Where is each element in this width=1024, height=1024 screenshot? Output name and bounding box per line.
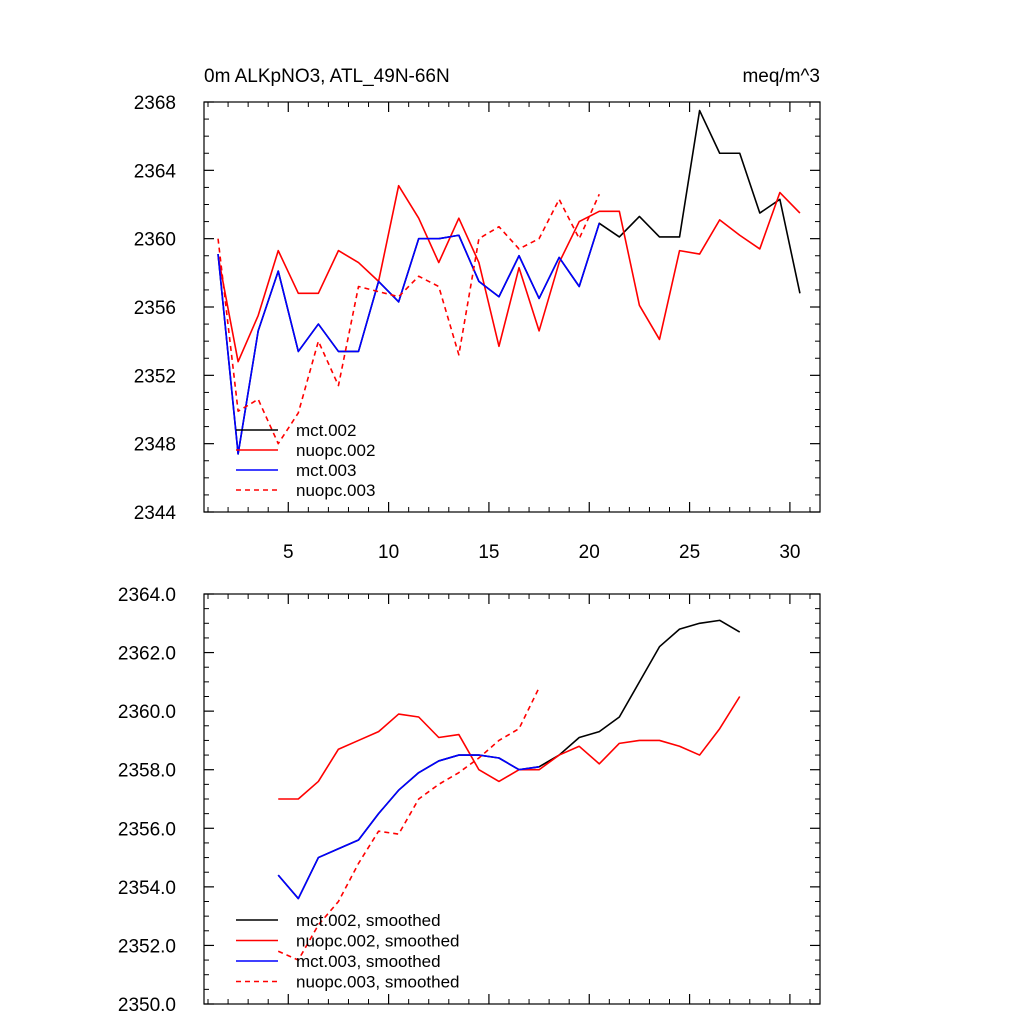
top-y-tick-label: 2364 <box>134 161 177 182</box>
bottom-chart-marks <box>277 619 741 961</box>
bottom-y-tick-label: 2356.0 <box>118 819 176 840</box>
bottom-series-line-3 <box>277 754 540 900</box>
top-x-tick-label: 15 <box>478 542 499 563</box>
top-chart-marks <box>217 109 801 455</box>
top-x-tick-label: 10 <box>378 542 399 563</box>
top-series-line-3 <box>217 223 601 455</box>
top-x-tick-label: 25 <box>679 542 700 563</box>
top-y-tick-label: 2360 <box>134 230 176 251</box>
bottom-legend-label-3: mct.003, smoothed <box>296 952 441 971</box>
top-chart-panel: 0m ALKpNO3, ATL_49N-66N meq/m^3 2344 2348… <box>134 66 821 563</box>
top-series-line-4 <box>217 193 601 445</box>
bottom-y-tick-label: 2360.0 <box>118 702 176 723</box>
top-legend-label-3: mct.003 <box>296 461 356 480</box>
top-y-tick-label: 2344 <box>134 503 177 524</box>
top-y-tick-label: 2348 <box>134 435 176 456</box>
top-y-tick-label: 2368 <box>134 93 176 114</box>
top-y-tick-label: 2352 <box>134 366 176 387</box>
top-chart-title: 0m ALKpNO3, ATL_49N-66N <box>204 66 450 87</box>
bottom-y-tick-label: 2354.0 <box>118 878 176 899</box>
top-x-tick-label: 5 <box>283 542 294 563</box>
top-legend-label-2: nuopc.002 <box>296 441 375 460</box>
bottom-y-tick-label: 2364.0 <box>118 585 176 606</box>
top-y-tick-label: 2356 <box>134 298 176 319</box>
top-x-tick-label: 20 <box>579 542 600 563</box>
top-x-tick-label: 30 <box>779 542 800 563</box>
bottom-chart-legend: mct.002, smoothed nuopc.002, smoothedmct.… <box>236 911 460 992</box>
bottom-chart-panel: 2350.0 2352.0 2354.0 2356.0 2358.0 2360.0 2362… <box>118 585 821 1016</box>
bottom-series-line-4 <box>277 687 540 961</box>
top-series-line-2 <box>217 184 801 363</box>
bottom-y-tick-label: 2352.0 <box>118 936 176 957</box>
bottom-series-line-2 <box>278 696 741 800</box>
bottom-y-tick-label: 2350.0 <box>118 995 176 1016</box>
top-legend-label-1: mct.002 <box>296 421 356 440</box>
bottom-y-tick-label: 2358.0 <box>118 761 176 782</box>
bottom-legend-label-2: nuopc.002, smoothed <box>296 932 460 951</box>
bottom-legend-label-1: mct.002, smoothed <box>296 911 441 930</box>
bottom-legend-label-4: nuopc.003, smoothed <box>296 973 460 992</box>
top-legend-label-4: nuopc.003 <box>296 481 375 500</box>
top-chart-axes: 2344 2348 2352 2356 2360 2364 2368 5 10 15 20 25 30 <box>134 93 821 563</box>
bottom-chart-axes: 2350.0 2352.0 2354.0 2356.0 2358.0 2360.0 2362… <box>118 585 821 1016</box>
bottom-y-tick-label: 2362.0 <box>118 644 176 665</box>
top-chart-units: meq/m^3 <box>742 66 820 87</box>
